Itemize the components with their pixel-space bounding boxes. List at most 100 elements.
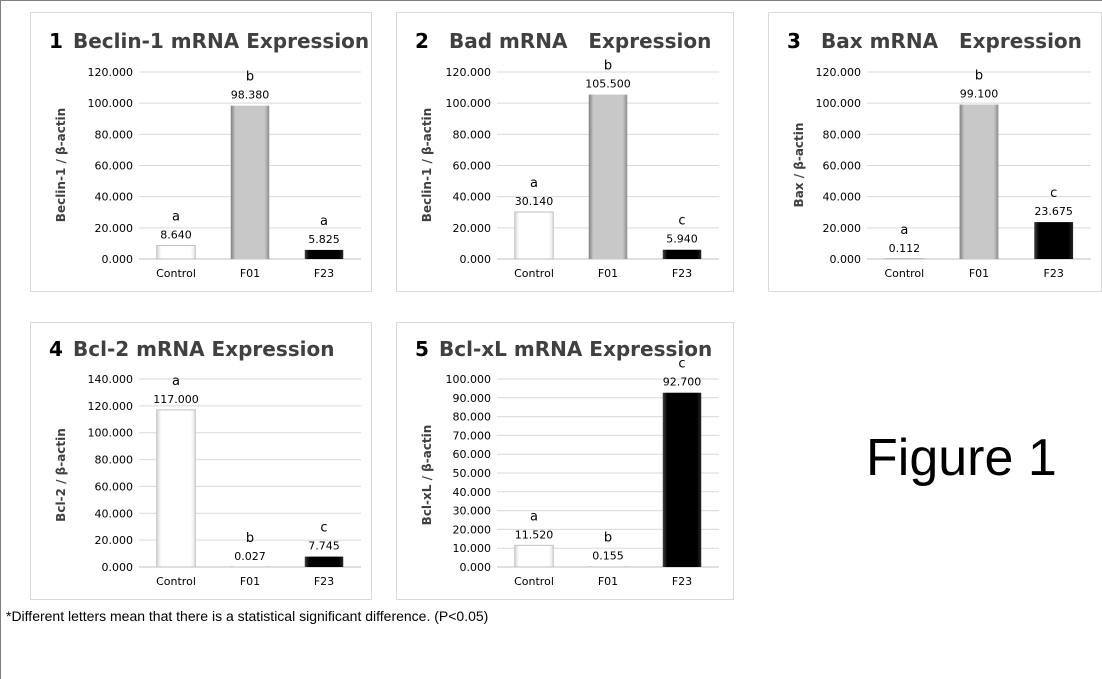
significance-letter: b xyxy=(246,531,254,546)
x-category-label: Control xyxy=(514,267,554,280)
y-tick-label: 120.000 xyxy=(446,66,492,79)
y-tick-label: 60.000 xyxy=(95,480,134,493)
bar-control xyxy=(884,258,925,260)
significance-letter: a xyxy=(320,214,328,229)
bar-control xyxy=(156,245,196,260)
bar-f23 xyxy=(1034,222,1074,259)
chart-svg-bax: 3 Bax mRNA Expression Bax / β-actin 0.000 20… xyxy=(787,29,1091,280)
x-category-label: F23 xyxy=(672,575,692,588)
y-tick-label: 80.000 xyxy=(95,454,134,467)
y-axis-label: Bax / β-actin xyxy=(792,123,806,208)
frame-left-border xyxy=(0,0,1,679)
bar-f01 xyxy=(959,104,999,259)
y-tick-label: 100.000 xyxy=(88,427,134,440)
chart-number: 5 xyxy=(415,337,429,361)
x-category-label: Control xyxy=(156,267,196,280)
data-label: 98.380 xyxy=(231,89,270,102)
y-tick-label: 20.000 xyxy=(453,523,492,536)
chart-title: Bcl-xL mRNA Expression xyxy=(439,337,712,361)
y-tick-label: 100.000 xyxy=(816,97,862,110)
y-tick-label: 60.000 xyxy=(823,160,862,173)
y-tick-label: 0.000 xyxy=(460,561,492,574)
significance-letter: b xyxy=(604,59,612,74)
significance-letter: a xyxy=(530,176,538,191)
data-label: 92.700 xyxy=(663,376,702,389)
significance-letter: b xyxy=(975,69,983,84)
data-label: 7.745 xyxy=(308,540,340,553)
y-tick-label: 120.000 xyxy=(88,66,134,79)
chart-title: Bad mRNA Expression xyxy=(449,29,711,53)
x-category-label: F01 xyxy=(240,575,260,588)
y-tick-label: 20.000 xyxy=(95,222,134,235)
bar-control xyxy=(514,211,554,260)
bar-f01 xyxy=(230,105,270,260)
y-axis-label: Beclin-1 / β-actin xyxy=(420,108,434,222)
x-category-label: Control xyxy=(884,267,924,280)
chart-number: 3 xyxy=(787,29,801,53)
x-category-label: Control xyxy=(156,575,196,588)
chart-number: 4 xyxy=(49,337,63,361)
significance-letter: c xyxy=(320,521,327,536)
x-category-label: Control xyxy=(514,575,554,588)
bar-f23 xyxy=(662,392,702,567)
x-category-label: F23 xyxy=(672,267,692,280)
significance-letter: b xyxy=(246,70,254,85)
data-label: 8.640 xyxy=(160,229,192,242)
x-category-label: F01 xyxy=(598,267,618,280)
significance-letter: a xyxy=(900,223,908,238)
y-tick-label: 40.000 xyxy=(95,191,134,204)
x-category-label: F01 xyxy=(969,267,989,280)
chart-panel-bad: 2 Bad mRNA Expression Beclin-1 / β-actin 0.… xyxy=(396,12,734,292)
y-tick-label: 40.000 xyxy=(823,191,862,204)
y-tick-label: 120.000 xyxy=(88,400,134,413)
chart-title: Beclin-1 mRNA Expression xyxy=(73,29,369,53)
frame-top-border xyxy=(0,0,1102,1)
data-label: 5.940 xyxy=(666,233,698,246)
y-tick-label: 0.000 xyxy=(460,253,492,266)
chart-svg-beclin1: 1 Beclin-1 mRNA Expression Beclin-1 / β-ac… xyxy=(49,29,369,280)
bar-f23 xyxy=(304,556,344,567)
y-tick-label: 40.000 xyxy=(95,507,134,520)
chart-title: Bax mRNA Expression xyxy=(821,29,1082,53)
chart-number: 1 xyxy=(49,29,63,53)
data-label: 117.000 xyxy=(153,393,199,406)
data-label: 23.675 xyxy=(1034,205,1073,218)
data-label: 105.500 xyxy=(585,78,631,91)
data-label: 0.112 xyxy=(889,242,921,255)
x-category-label: F23 xyxy=(314,575,334,588)
y-tick-label: 60.000 xyxy=(453,448,492,461)
y-tick-label: 20.000 xyxy=(453,222,492,235)
y-tick-label: 80.000 xyxy=(823,128,862,141)
figure-label: Figure 1 xyxy=(866,429,1057,487)
significance-letter: b xyxy=(604,531,612,546)
y-tick-label: 60.000 xyxy=(453,160,492,173)
y-tick-label: 0.000 xyxy=(102,561,134,574)
significance-letter: c xyxy=(678,214,685,229)
y-tick-label: 100.000 xyxy=(446,97,492,110)
chart-panel-bax: 3 Bax mRNA Expression Bax / β-actin 0.000 20… xyxy=(768,12,1102,292)
y-tick-label: 20.000 xyxy=(95,534,134,547)
y-axis-label: Beclin-1 / β-actin xyxy=(54,108,68,222)
y-tick-label: 140.000 xyxy=(88,373,134,386)
chart-panel-bcl2: 4 Bcl-2 mRNA Expression Bcl-2 / β-actin 0.0… xyxy=(30,322,372,600)
chart-svg-bad: 2 Bad mRNA Expression Beclin-1 / β-actin 0.… xyxy=(415,29,719,280)
y-tick-label: 80.000 xyxy=(453,128,492,141)
footnote: *Different letters mean that there is a … xyxy=(6,608,489,624)
chart-svg-bclxl: 5 Bcl-xL mRNA Expression Bcl-xL / β-actin 0… xyxy=(415,337,719,588)
y-tick-label: 100.000 xyxy=(446,373,492,386)
chart-svg-bcl2: 4 Bcl-2 mRNA Expression Bcl-2 / β-actin 0.0… xyxy=(49,337,361,588)
y-tick-label: 50.000 xyxy=(453,467,492,480)
y-tick-label: 120.000 xyxy=(816,66,862,79)
data-label: 11.520 xyxy=(515,528,554,541)
bar-f23 xyxy=(662,249,702,259)
y-axis-label: Bcl-xL / β-actin xyxy=(420,425,434,526)
y-tick-label: 40.000 xyxy=(453,191,492,204)
x-category-label: F01 xyxy=(598,575,618,588)
y-tick-label: 80.000 xyxy=(95,128,134,141)
x-category-label: F23 xyxy=(314,267,334,280)
x-category-label: F23 xyxy=(1044,267,1064,280)
y-axis-label: Bcl-2 / β-actin xyxy=(54,428,68,522)
y-tick-label: 40.000 xyxy=(453,486,492,499)
bar-f01 xyxy=(588,566,628,567)
data-label: 30.140 xyxy=(515,195,554,208)
